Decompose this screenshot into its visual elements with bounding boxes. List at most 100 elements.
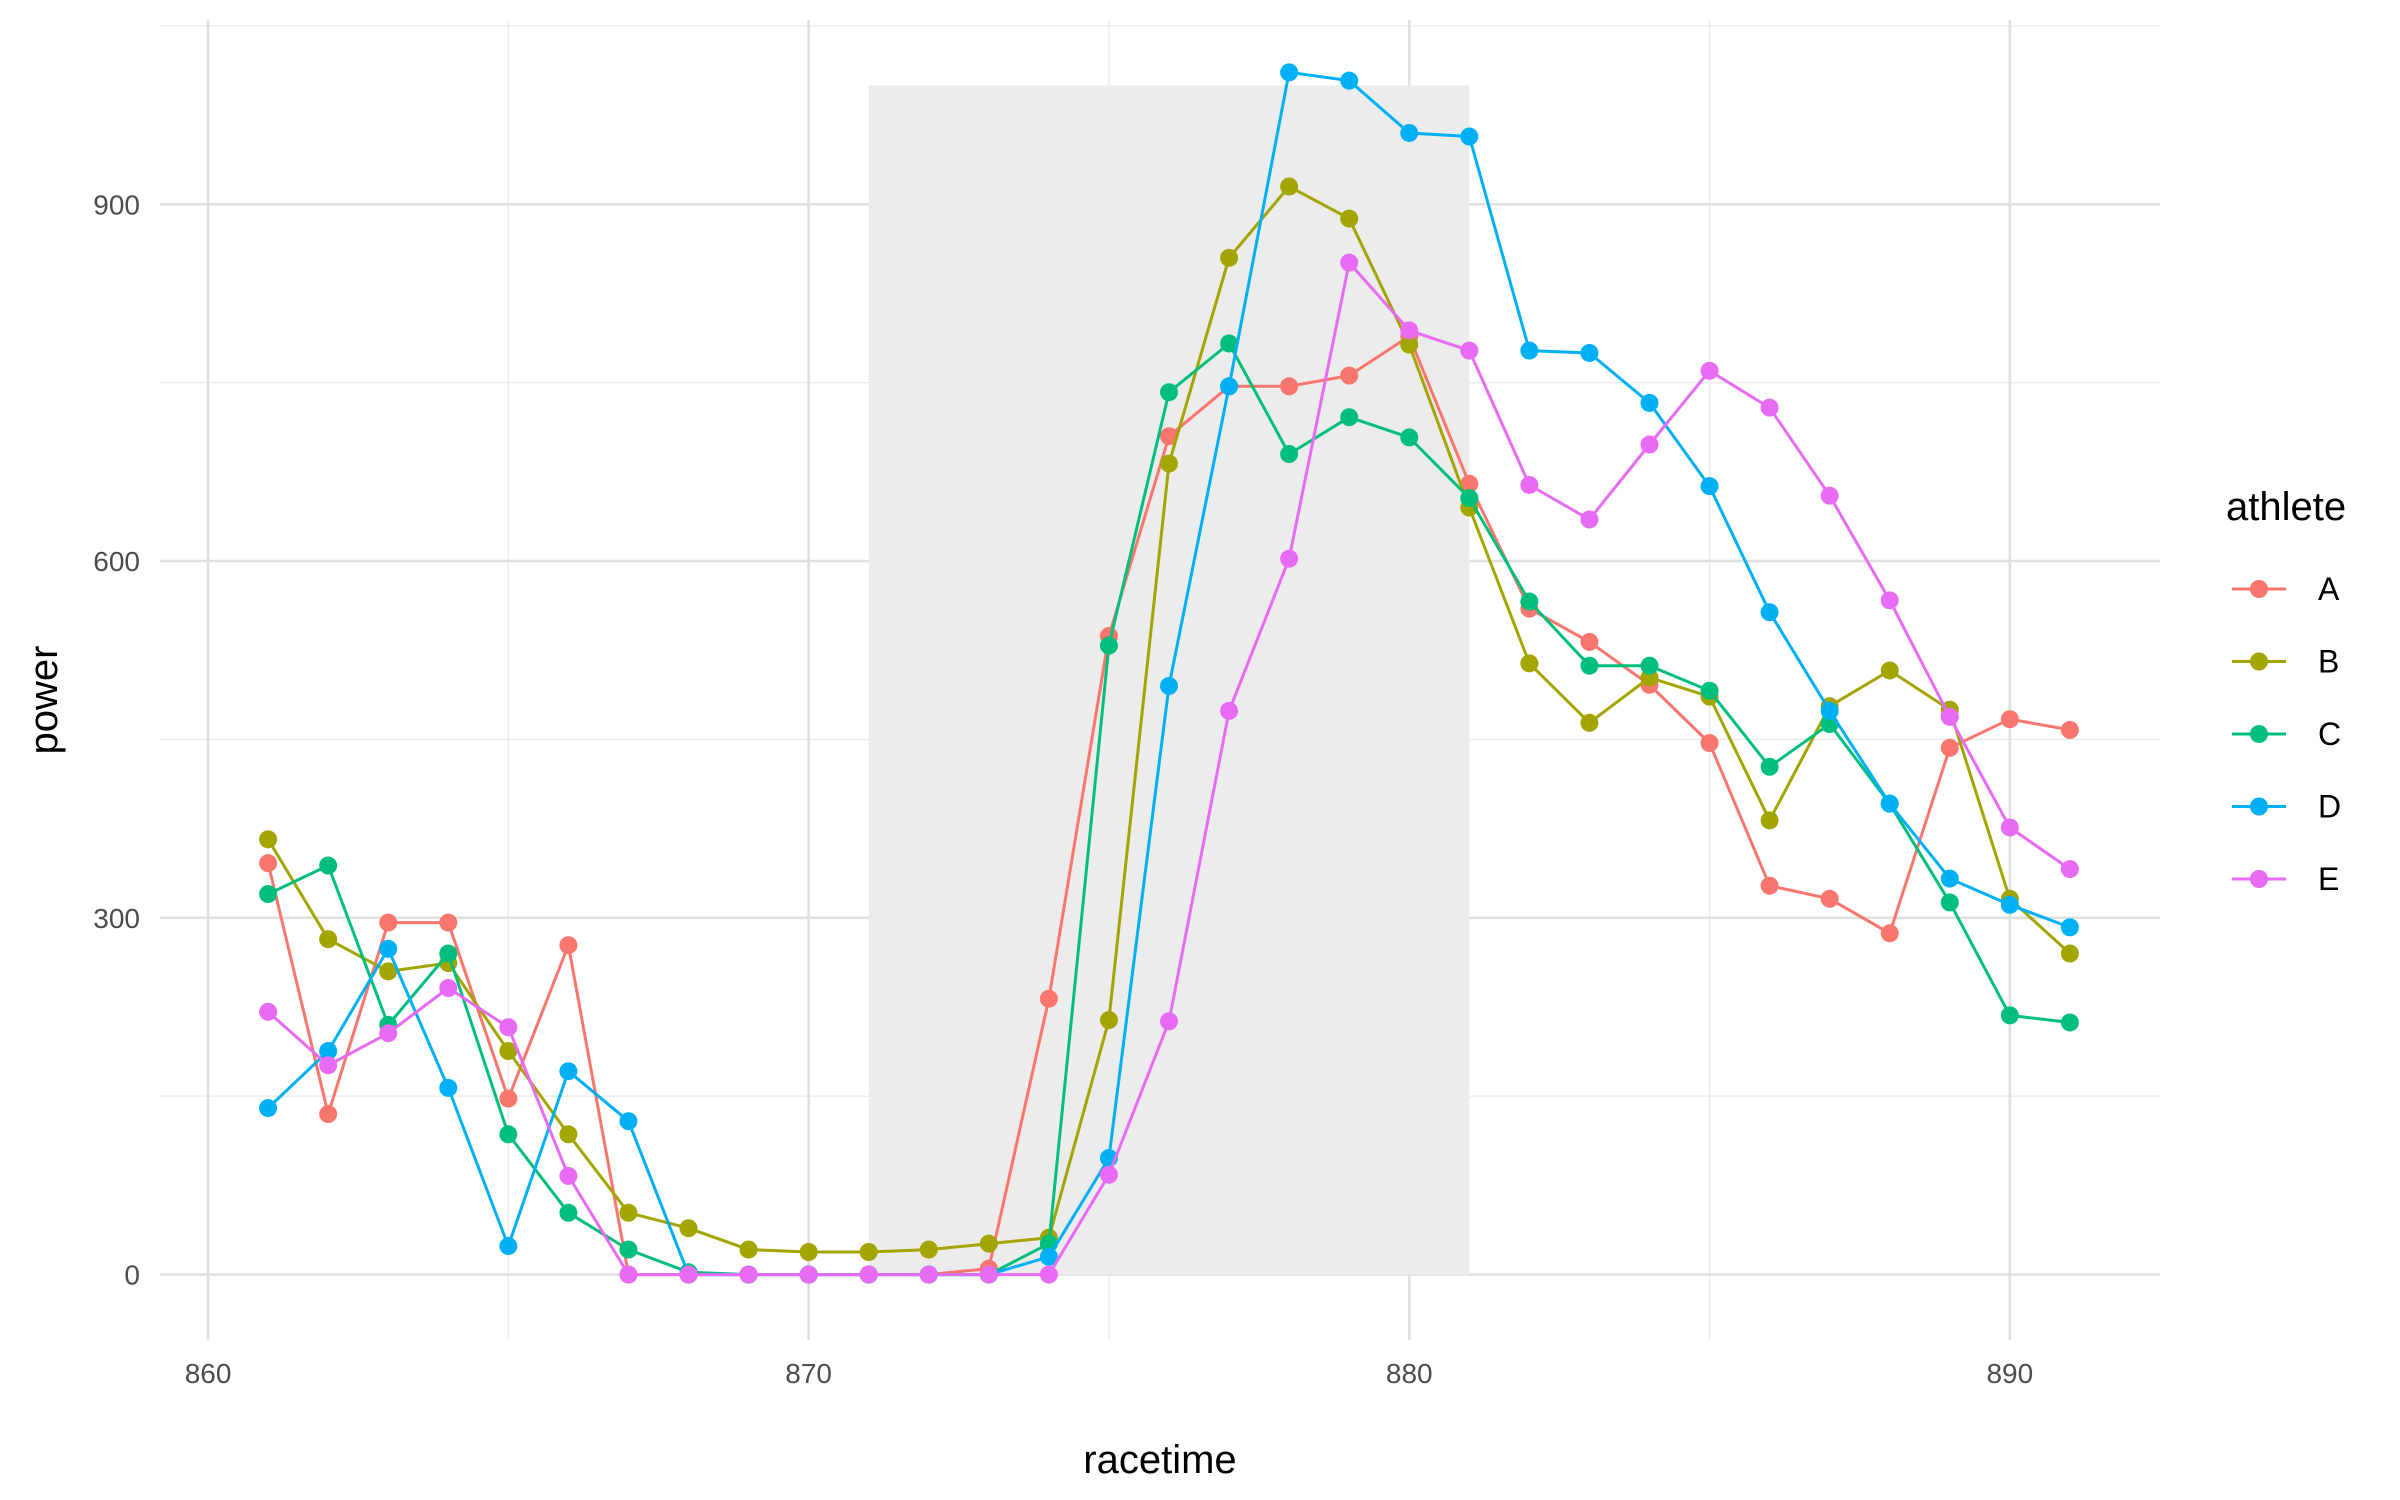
data-point-E: [1700, 361, 1719, 380]
data-point-C: [1760, 757, 1779, 776]
data-point-E: [1820, 486, 1839, 505]
y-tick-label: 900: [93, 189, 140, 220]
data-point-D: [1760, 603, 1779, 622]
data-point-A: [319, 1105, 338, 1124]
data-point-D: [259, 1099, 278, 1118]
legend-item-D: D: [2232, 789, 2341, 825]
data-point-E: [379, 1024, 398, 1043]
data-point-E: [1160, 1012, 1179, 1031]
data-point-E: [1039, 1265, 1058, 1284]
data-point-D: [1640, 393, 1659, 412]
legend-label: C: [2318, 716, 2341, 752]
data-point-A: [1880, 924, 1899, 943]
x-tick-label: 880: [1386, 1358, 1433, 1389]
data-point-A: [439, 913, 458, 932]
data-point-D: [1580, 343, 1599, 362]
legend-key-point: [2250, 797, 2268, 816]
data-point-E: [499, 1018, 518, 1037]
legend-item-A: A: [2232, 571, 2340, 607]
data-point-B: [559, 1125, 578, 1144]
data-point-E: [1400, 321, 1419, 340]
data-point-A: [2060, 720, 2079, 739]
data-point-C: [1400, 428, 1419, 447]
data-point-D: [1280, 63, 1299, 82]
legend-label: A: [2318, 571, 2340, 607]
data-point-C: [1580, 656, 1599, 675]
data-point-B: [919, 1240, 938, 1259]
data-point-B: [1220, 248, 1239, 267]
data-point-C: [1520, 592, 1539, 611]
data-point-A: [499, 1089, 518, 1108]
data-point-B: [2060, 944, 2079, 963]
data-point-C: [439, 944, 458, 963]
data-point-E: [559, 1166, 578, 1185]
data-point-E: [1340, 253, 1359, 272]
axis-ticks: 860 870 880 890 0 300 600 900: [93, 189, 2033, 1389]
data-point-E: [799, 1265, 818, 1284]
y-tick-label: 600: [93, 546, 140, 577]
data-point-E: [1760, 398, 1779, 417]
data-point-E: [1460, 341, 1479, 360]
data-point-B: [799, 1243, 818, 1261]
data-point-B: [259, 830, 278, 849]
data-point-E: [1099, 1165, 1118, 1184]
data-point-B: [1340, 209, 1359, 228]
data-point-C: [559, 1203, 578, 1222]
data-point-C: [319, 856, 338, 875]
data-point-D: [1400, 123, 1419, 142]
data-point-A: [379, 913, 398, 932]
data-point-D: [439, 1078, 458, 1097]
series-E: [259, 253, 2079, 1284]
y-tick-label: 300: [93, 903, 140, 934]
data-point-E: [259, 1002, 278, 1021]
data-point-A: [1700, 734, 1719, 753]
series-layer: [259, 63, 2079, 1284]
data-point-D: [1160, 676, 1179, 695]
data-point-E: [1580, 510, 1599, 529]
data-point-B: [1099, 1011, 1118, 1030]
data-point-C: [1220, 334, 1239, 353]
data-point-C: [1099, 636, 1118, 655]
data-point-B: [1280, 177, 1299, 196]
data-point-A: [1340, 366, 1359, 385]
data-point-E: [739, 1265, 758, 1284]
data-point-C: [499, 1125, 518, 1144]
data-point-E: [1220, 701, 1239, 720]
legend-item-C: C: [2232, 716, 2341, 752]
data-point-E: [1880, 591, 1899, 610]
data-point-E: [319, 1056, 338, 1075]
data-point-D: [1520, 341, 1539, 360]
data-point-C: [2000, 1006, 2019, 1025]
data-point-A: [1280, 377, 1299, 396]
data-point-E: [859, 1265, 878, 1284]
legend-key-point: [2250, 652, 2268, 671]
data-point-A: [1940, 738, 1959, 757]
data-point-D: [1220, 377, 1239, 396]
x-tick-label: 860: [185, 1358, 232, 1389]
data-point-B: [499, 1042, 518, 1061]
data-point-B: [1760, 811, 1779, 830]
data-point-A: [2000, 710, 2019, 729]
legend-label: D: [2318, 789, 2341, 825]
data-point-B: [1520, 654, 1539, 673]
data-point-A: [559, 936, 578, 955]
data-point-C: [1280, 445, 1299, 464]
legend-items: A BC DE: [2232, 571, 2341, 897]
x-axis-title: racetime: [1083, 1438, 1236, 1482]
data-point-E: [679, 1265, 698, 1284]
data-point-E: [1520, 475, 1539, 494]
x-tick-label: 870: [785, 1358, 832, 1389]
legend-item-E: E: [2232, 861, 2339, 897]
data-point-B: [1400, 335, 1419, 354]
legend-label: E: [2318, 861, 2339, 897]
data-point-E: [2060, 860, 2079, 879]
legend-key-point: [2250, 870, 2268, 888]
data-point-B: [979, 1234, 998, 1253]
data-point-D: [379, 939, 398, 958]
data-point-B: [379, 962, 398, 981]
data-point-E: [439, 979, 458, 997]
data-point-D: [2000, 895, 2019, 914]
data-point-C: [1640, 656, 1659, 675]
data-point-E: [1640, 435, 1659, 454]
